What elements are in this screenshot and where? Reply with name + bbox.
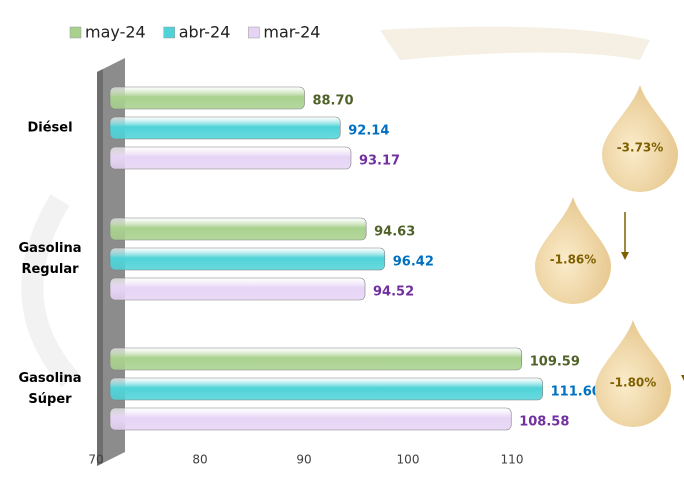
bar <box>109 407 512 431</box>
legend-swatch <box>248 26 260 39</box>
y-tick-label: Gasolina Súper <box>18 371 82 407</box>
decoration <box>380 26 650 61</box>
x-tick-label: 80 <box>192 453 207 467</box>
annotation: -1.86% <box>550 253 597 267</box>
value-label: 94.52 <box>373 285 414 300</box>
bar <box>109 116 341 140</box>
annotation: -3.73% <box>617 141 664 155</box>
decoration <box>21 194 79 388</box>
bar <box>109 86 305 110</box>
drop <box>535 197 611 304</box>
axis-wall <box>97 69 103 466</box>
legend-swatch <box>69 26 82 39</box>
bar <box>109 217 367 241</box>
value-label: 94.63 <box>374 225 415 240</box>
bar <box>109 377 543 401</box>
legend-swatch <box>163 26 175 39</box>
value-label: 109.59 <box>530 355 580 370</box>
bar <box>109 146 352 170</box>
value-label: 96.42 <box>393 255 434 270</box>
value-label: 111.60 <box>551 385 601 400</box>
legend-label: abr-24 <box>179 23 231 42</box>
x-tick-label: 100 <box>397 453 420 467</box>
drop <box>602 85 678 192</box>
value-label: 93.17 <box>359 154 400 169</box>
arrow-head <box>621 252 629 260</box>
annotation: -1.80% <box>610 376 657 390</box>
bar <box>109 277 366 301</box>
arrow-head <box>681 375 684 381</box>
value-label: 108.58 <box>519 415 569 430</box>
y-tick-label: Diésel <box>27 120 73 136</box>
drop <box>595 320 671 427</box>
bar <box>109 347 523 371</box>
value-label: 88.70 <box>312 94 353 109</box>
legend-label: mar-24 <box>263 23 320 42</box>
x-tick-label: 90 <box>296 453 311 467</box>
x-tick-label: 70 <box>88 453 103 467</box>
x-tick-label: 110 <box>501 453 524 467</box>
legend-label: may-24 <box>85 23 146 42</box>
value-label: 92.14 <box>348 124 389 139</box>
y-tick-label: Gasolina Regular <box>18 241 82 277</box>
bar <box>109 247 386 271</box>
